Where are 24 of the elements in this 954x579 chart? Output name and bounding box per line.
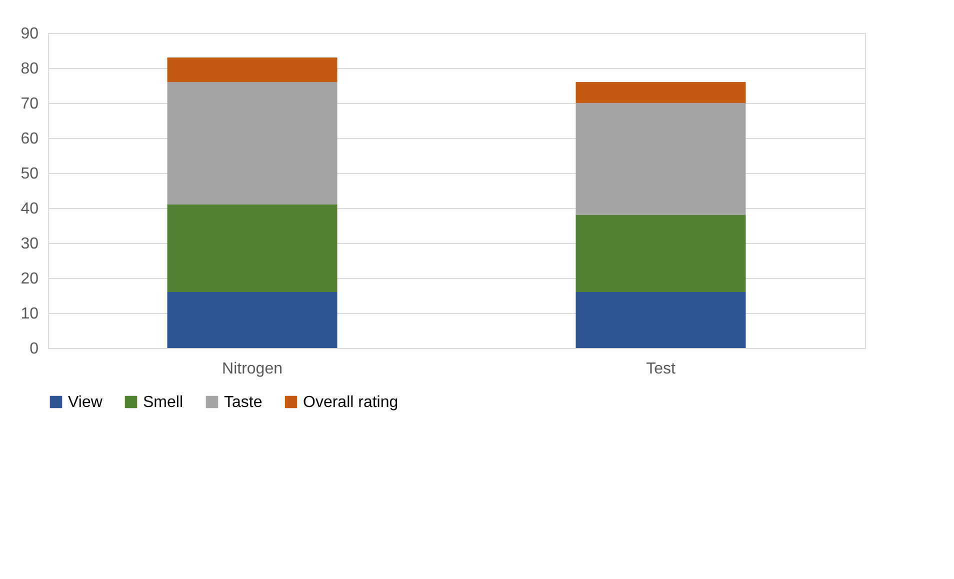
legend-label: Overall rating [303,394,398,411]
y-tick-label: 0 [30,340,39,358]
x-tick-label: Nitrogen [222,360,282,378]
bar [576,292,746,348]
y-tick-label: 30 [20,236,39,252]
bar [576,103,746,215]
y-tick-label: 60 [20,130,39,148]
bar [576,215,746,292]
y-tick-label: 20 [20,270,39,288]
y-tick-label: 40 [20,200,39,218]
y-tick-label: 70 [20,96,39,112]
bar [167,58,338,82]
legend-label: View [68,394,103,411]
x-tick-label: Test [646,360,676,378]
y-tick-label: 50 [20,166,39,182]
y-tick-label: 80 [20,60,39,78]
y-tick-label: 90 [20,26,39,42]
legend-label: Taste [224,394,262,411]
bar [576,82,746,103]
bar [167,292,338,348]
y-tick-label: 10 [20,306,39,322]
legend-label: Smell [143,394,184,411]
bar [167,204,338,292]
bar [167,82,338,204]
